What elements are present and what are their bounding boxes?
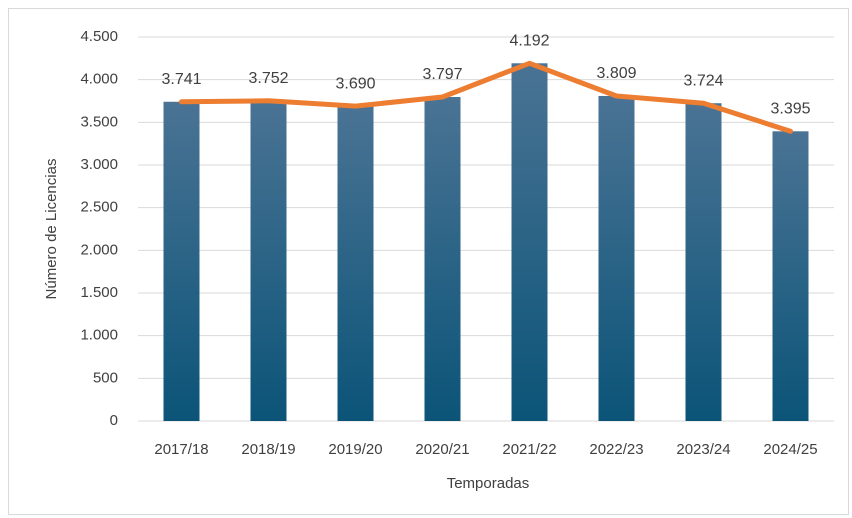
value-label: 3.797 — [422, 66, 462, 83]
bar — [772, 131, 809, 421]
chart-frame — [8, 8, 849, 515]
y-tick-label: 1.000 — [80, 327, 118, 344]
bar — [511, 63, 548, 422]
bar — [250, 100, 287, 421]
bar — [424, 96, 461, 422]
bar — [685, 103, 722, 422]
y-axis-title: Número de Licencias — [43, 159, 60, 300]
x-tick-label: 2022/23 — [589, 441, 643, 458]
y-tick-label: 4.500 — [80, 28, 118, 45]
y-tick-label: 4.000 — [80, 71, 118, 88]
x-tick-label: 2018/19 — [241, 441, 295, 458]
value-label: 3.724 — [683, 72, 723, 89]
x-tick-label: 2023/24 — [676, 441, 730, 458]
value-label: 3.690 — [335, 75, 375, 92]
y-tick-label: 3.500 — [80, 113, 118, 130]
value-label: 3.752 — [248, 70, 288, 87]
x-tick-label: 2020/21 — [415, 441, 469, 458]
y-tick-label: 1.500 — [80, 284, 118, 301]
x-tick-label: 2021/22 — [502, 441, 556, 458]
value-label: 3.741 — [161, 71, 201, 88]
trend-line — [179, 60, 793, 134]
bar — [598, 95, 635, 421]
y-tick-label: 3.000 — [80, 156, 118, 173]
y-tick-label: 500 — [93, 369, 118, 386]
value-label: 3.395 — [770, 101, 810, 118]
y-tick-label: 2.500 — [80, 199, 118, 216]
y-tick-label: 0 — [110, 412, 118, 429]
x-tick-label: 2017/18 — [154, 441, 208, 458]
bar — [163, 101, 200, 421]
value-label: 3.809 — [596, 65, 636, 82]
x-axis-title: Temporadas — [447, 475, 530, 492]
value-label: 4.192 — [509, 33, 549, 50]
x-tick-label: 2024/25 — [763, 441, 817, 458]
y-tick-label: 2.000 — [80, 241, 118, 258]
bar — [337, 106, 374, 422]
x-tick-label: 2019/20 — [328, 441, 382, 458]
